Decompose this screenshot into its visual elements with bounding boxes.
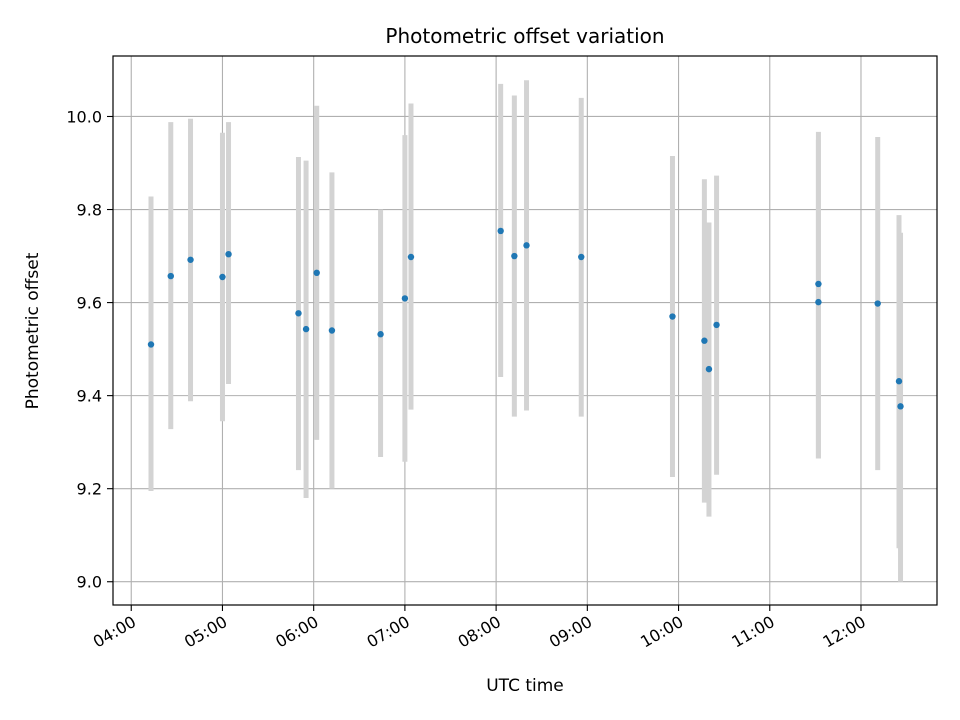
data-point — [401, 295, 409, 302]
data-point — [874, 300, 881, 307]
data-point — [313, 269, 320, 277]
data-point — [523, 242, 530, 249]
y-tick-label: 9.0 — [77, 573, 102, 592]
y-tick-label: 10.0 — [66, 107, 102, 126]
data-point — [511, 252, 518, 260]
data-point — [705, 365, 713, 373]
data-point — [897, 403, 904, 410]
data-point — [328, 327, 336, 334]
y-axis: 9.0 9.2 9.4 9.6 9.8 10.0 — [66, 107, 113, 592]
chart-title: Photometric offset variation — [385, 24, 664, 48]
data-point — [187, 256, 194, 263]
data-point — [407, 253, 415, 261]
data-point — [497, 227, 504, 235]
y-tick-label: 9.4 — [77, 387, 102, 406]
data-point — [295, 310, 302, 317]
y-tick-label: 9.6 — [77, 294, 102, 313]
data-point — [167, 272, 174, 280]
data-point — [302, 325, 310, 333]
y-axis-label: Photometric offset — [23, 252, 43, 409]
data-point — [578, 253, 585, 261]
data-point — [713, 321, 720, 329]
data-point — [895, 378, 903, 385]
data-point — [219, 273, 226, 281]
y-tick-label: 9.2 — [77, 480, 102, 499]
x-axis-label: UTC time — [486, 676, 564, 696]
data-point — [225, 250, 232, 258]
plot-frame — [112, 55, 938, 606]
data-point — [669, 313, 676, 320]
data-point — [377, 331, 384, 338]
data-point — [815, 280, 822, 288]
y-tick-label: 9.8 — [77, 201, 102, 220]
data-point — [701, 337, 708, 344]
data-point — [147, 341, 155, 348]
data-point — [815, 298, 822, 306]
data-points — [147, 227, 904, 410]
